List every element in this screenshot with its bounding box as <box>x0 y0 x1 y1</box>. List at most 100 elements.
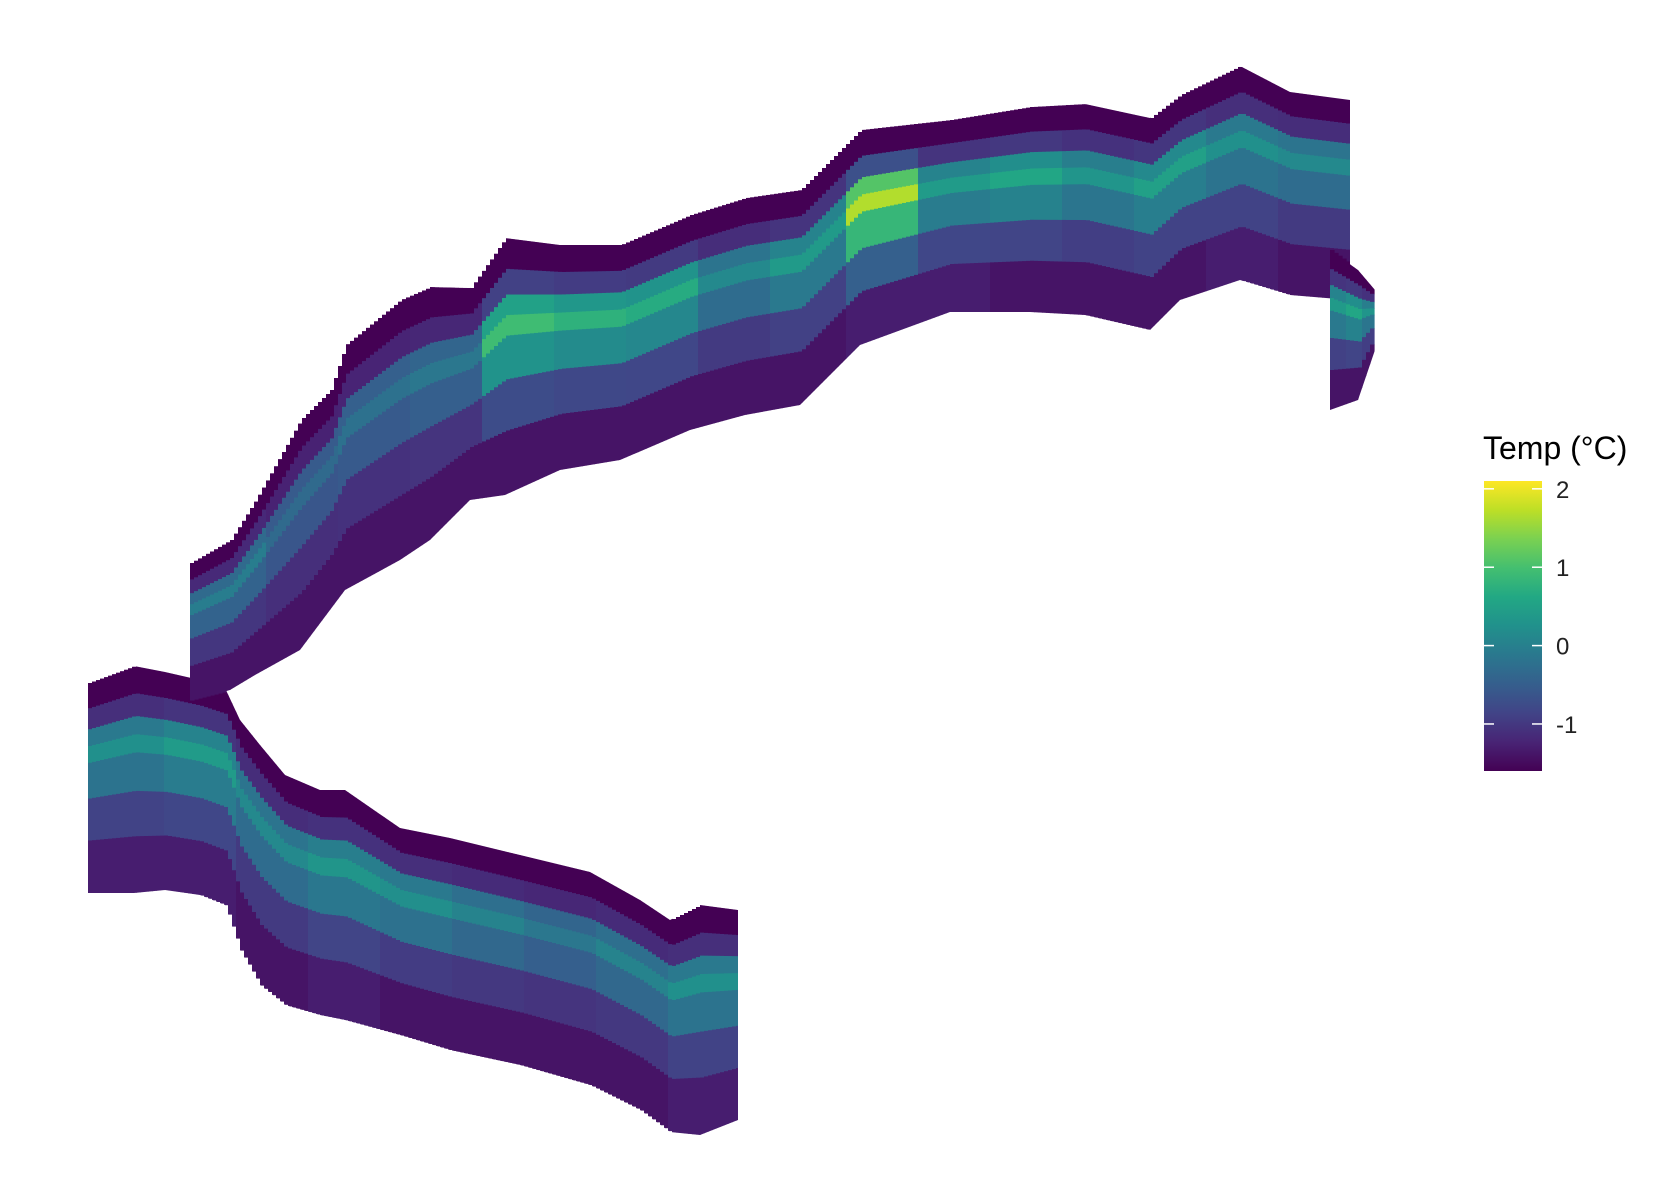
ribbon-cell <box>304 953 309 1012</box>
ribbon-cell <box>386 367 391 389</box>
ribbon-cell <box>180 794 185 839</box>
ribbon-cell <box>698 212 703 239</box>
ribbon-cell <box>1218 192 1223 236</box>
ribbon-cell <box>866 193 871 212</box>
ribbon-cell <box>486 293 491 317</box>
ribbon-cell <box>732 909 737 936</box>
ribbon-cell <box>536 938 541 976</box>
ribbon-cell <box>268 783 273 808</box>
ribbon-cell <box>140 752 145 792</box>
ribbon-cell <box>88 708 93 730</box>
ribbon-cell <box>432 992 437 1046</box>
ribbon-cell <box>234 567 239 581</box>
ribbon-cell <box>152 736 157 755</box>
ribbon-cell <box>392 980 397 1034</box>
ribbon-cell <box>584 951 589 989</box>
ribbon-cell <box>1178 158 1183 176</box>
ribbon-cell <box>576 985 581 1029</box>
ribbon-cell <box>696 934 701 958</box>
ribbon-cell <box>628 973 633 1010</box>
ribbon-cell <box>854 161 859 184</box>
ribbon-cell <box>202 556 207 574</box>
ribbon-cell <box>894 239 899 282</box>
ribbon-cell <box>1030 152 1035 170</box>
ribbon-cell <box>518 294 523 316</box>
ribbon-cell <box>530 241 535 271</box>
ribbon-cell <box>494 253 499 284</box>
ribbon-cell <box>388 819 393 846</box>
ribbon-cell <box>930 270 935 320</box>
ribbon-cell <box>982 262 987 313</box>
ribbon-cell <box>710 290 715 329</box>
ribbon-cell <box>446 315 451 341</box>
ribbon-cell <box>882 242 887 286</box>
ribbon-cell <box>222 544 227 563</box>
ribbon-cell <box>1058 151 1063 169</box>
ribbon-cell <box>728 1070 733 1125</box>
ribbon-cell <box>694 239 699 262</box>
ribbon-cell <box>614 309 619 328</box>
ribbon-cell <box>456 886 461 904</box>
ribbon-cell <box>1326 96 1331 122</box>
ribbon-cell <box>530 270 535 296</box>
ribbon-cell <box>300 849 305 869</box>
ribbon-cell <box>444 917 449 954</box>
ribbon-cell <box>390 501 395 567</box>
ribbon-cell <box>616 949 621 968</box>
ribbon-cell <box>340 961 345 1020</box>
ribbon-cell <box>814 176 819 203</box>
ribbon-cell <box>330 473 335 512</box>
ribbon-cell <box>274 490 279 511</box>
ribbon-cell <box>1050 184 1055 221</box>
ribbon-cell <box>596 875 601 902</box>
ribbon-cell <box>264 840 269 882</box>
ribbon-cell <box>192 704 197 727</box>
ribbon-cell <box>116 721 121 740</box>
ribbon-cell <box>552 909 557 927</box>
ribbon-cell <box>1034 168 1039 186</box>
ribbon-cell <box>1302 245 1307 297</box>
ribbon-cell <box>434 341 439 363</box>
ribbon-cell <box>230 652 235 691</box>
ribbon-cell <box>750 316 755 361</box>
ribbon-cell <box>518 376 523 428</box>
ribbon-cell <box>462 353 467 373</box>
ribbon-cell <box>694 261 699 279</box>
ribbon-cell <box>778 240 783 259</box>
ribbon-cell <box>602 364 607 410</box>
ribbon-cell <box>520 970 525 1014</box>
ribbon-cell <box>464 904 469 923</box>
ribbon-cell <box>650 279 655 298</box>
ribbon-cell <box>412 830 417 856</box>
ribbon-cell <box>332 960 337 1018</box>
ribbon-cell <box>918 167 923 185</box>
ribbon-cell <box>260 925 265 986</box>
ribbon-cell <box>1270 143 1275 162</box>
ribbon-cell <box>718 253 723 272</box>
ribbon-cell <box>96 705 101 728</box>
ribbon-cell <box>112 794 117 839</box>
ribbon-cell <box>338 394 343 418</box>
ribbon-cell <box>490 311 495 332</box>
ribbon-cell <box>668 944 673 966</box>
ribbon-cell <box>1198 200 1203 243</box>
ribbon-cell <box>1010 134 1015 156</box>
ribbon-cell <box>712 933 717 957</box>
ribbon-cell <box>292 828 297 848</box>
ribbon-cell <box>1230 230 1235 284</box>
ribbon-cell <box>530 313 535 334</box>
ribbon-cell <box>612 884 617 911</box>
ribbon-cell <box>546 271 551 296</box>
ribbon-cell <box>504 897 509 915</box>
ribbon-cell <box>88 683 93 709</box>
ribbon-cell <box>476 869 481 892</box>
ribbon-cell <box>498 384 503 435</box>
ribbon-cell <box>278 520 283 537</box>
ribbon-cell <box>256 918 261 979</box>
ribbon-cell <box>790 273 795 311</box>
ribbon-cell <box>922 123 927 148</box>
ribbon-cell <box>1370 314 1375 330</box>
ribbon-cell <box>692 936 697 960</box>
ribbon-cell <box>986 222 991 264</box>
ribbon-cell <box>762 277 767 316</box>
